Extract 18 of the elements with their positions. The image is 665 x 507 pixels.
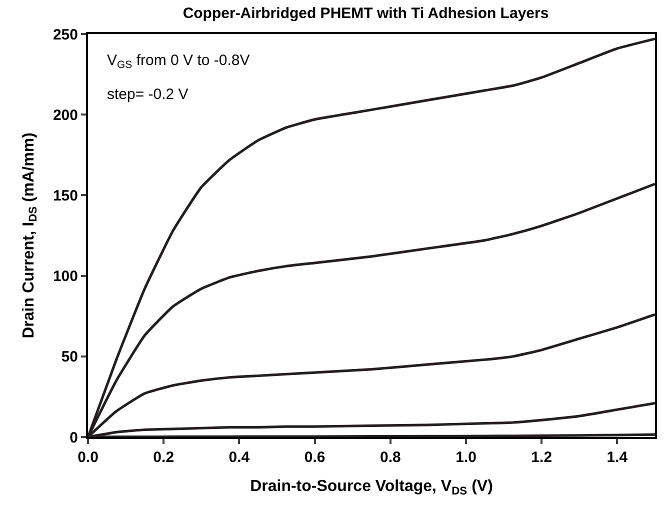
x-tick-label: 1.2 — [531, 449, 552, 466]
x-tick-label: 1.0 — [456, 449, 476, 466]
chart-title: Copper-Airbridged PHEMT with Ti Adhesion Layers — [182, 5, 549, 22]
y-tick-label: 250 — [52, 26, 78, 44]
x-tick-label: 1.4 — [606, 449, 628, 466]
x-axis-title: Drain-to-Source Voltage, V$_{DS}$ (V) — [250, 478, 493, 498]
x-tick-label: 0.2 — [153, 449, 174, 466]
x-tick-label: 0.6 — [304, 449, 326, 466]
x-tick-label: 0.8 — [380, 449, 401, 466]
annotation: step= -0.2 V — [107, 86, 188, 103]
x-tick-label: 0.4 — [228, 449, 250, 466]
y-tick-label: 200 — [52, 106, 78, 124]
y-tick-label: 50 — [61, 348, 78, 366]
y-tick-label: 0 — [70, 429, 78, 446]
y-tick-label: 150 — [52, 187, 78, 204]
x-tick-label: 0.0 — [78, 449, 98, 466]
y-tick-label: 100 — [52, 268, 78, 286]
annotation: V$_{GS}$ from 0 V to -0.8V — [107, 52, 250, 72]
